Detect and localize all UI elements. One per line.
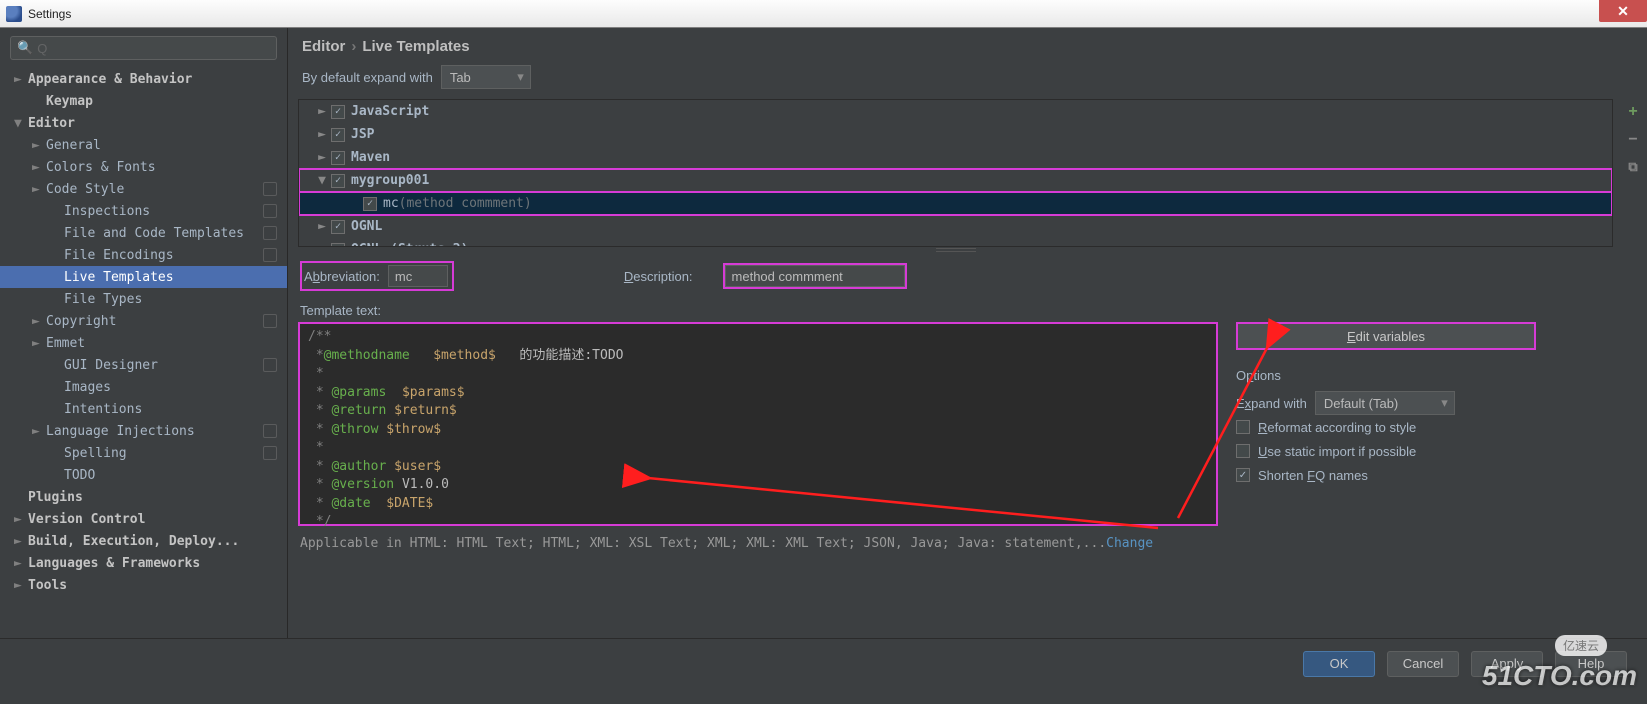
dialog-footer: OK Cancel Apply Help — [0, 638, 1647, 688]
checkbox[interactable]: ✓ — [331, 174, 345, 188]
template-group-maven[interactable]: ►✓Maven — [299, 146, 1612, 169]
copy-template-button[interactable]: ⧉ — [1628, 159, 1637, 175]
template-group-mc[interactable]: ✓mc (method commment) — [299, 192, 1612, 215]
sidebar-item-keymap[interactable]: Keymap — [0, 90, 287, 112]
sidebar-item-file-and-code-templates[interactable]: File and Code Templates — [0, 222, 287, 244]
checkbox[interactable]: ✓ — [331, 105, 345, 119]
checkbox[interactable]: ✓ — [331, 220, 345, 234]
sidebar-item-tools[interactable]: ►Tools — [0, 574, 287, 596]
checkbox[interactable]: ✓ — [331, 128, 345, 142]
expand-with-select[interactable]: Tab — [441, 65, 531, 89]
option-shorten-fq-names[interactable]: ✓Shorten FQ names — [1236, 463, 1536, 487]
checkbox[interactable]: ✓ — [331, 151, 345, 165]
settings-tree[interactable]: ►Appearance & BehaviorKeymap▼Editor►Gene… — [0, 66, 287, 638]
options-title: Options — [1236, 368, 1536, 383]
expand-with-option-select[interactable]: Default (Tab) — [1315, 391, 1455, 415]
sidebar-item-language-injections[interactable]: ►Language Injections — [0, 420, 287, 442]
template-toolbar: + − ⧉ — [1619, 99, 1647, 638]
applicable-contexts: Applicable in HTML: HTML Text; HTML; XML… — [298, 526, 1218, 555]
sidebar-item-gui-designer[interactable]: GUI Designer — [0, 354, 287, 376]
sidebar-item-file-encodings[interactable]: File Encodings — [0, 244, 287, 266]
sidebar-item-todo[interactable]: TODO — [0, 464, 287, 486]
cancel-button[interactable]: Cancel — [1387, 651, 1459, 677]
sidebar-item-general[interactable]: ►General — [0, 134, 287, 156]
template-group-mygroup001[interactable]: ▼✓mygroup001 — [299, 169, 1612, 192]
option-use-static-import-if-possible[interactable]: Use static import if possible — [1236, 439, 1536, 463]
project-config-icon — [263, 358, 277, 372]
remove-template-button[interactable]: − — [1628, 131, 1637, 149]
sidebar-item-version-control[interactable]: ►Version Control — [0, 508, 287, 530]
sidebar-item-plugins[interactable]: Plugins — [0, 486, 287, 508]
ok-button[interactable]: OK — [1303, 651, 1375, 677]
sidebar-item-editor[interactable]: ▼Editor — [0, 112, 287, 134]
option-reformat-according-to-style[interactable]: Reformat according to style — [1236, 415, 1536, 439]
settings-main: Editor›Live Templates By default expand … — [288, 28, 1647, 638]
template-text-label: Template text: — [298, 295, 1613, 322]
sidebar-item-emmet[interactable]: ►Emmet — [0, 332, 287, 354]
sidebar-item-live-templates[interactable]: Live Templates — [0, 266, 287, 288]
sidebar-item-file-types[interactable]: File Types — [0, 288, 287, 310]
template-group-javascript[interactable]: ►✓JavaScript — [299, 100, 1612, 123]
description-input[interactable]: method commment — [725, 265, 905, 287]
expand-with-row: Expand with Default (Tab) — [1236, 391, 1536, 415]
app-icon — [6, 6, 22, 22]
project-config-icon — [263, 446, 277, 460]
project-config-icon — [263, 204, 277, 218]
description-label: Description: — [624, 269, 693, 284]
sidebar-item-intentions[interactable]: Intentions — [0, 398, 287, 420]
settings-sidebar: 🔍 Q ►Appearance & BehaviorKeymap▼Editor►… — [0, 28, 288, 638]
template-group-ognl[interactable]: ►✓OGNL — [299, 215, 1612, 238]
template-group-jsp[interactable]: ►✓JSP — [299, 123, 1612, 146]
project-config-icon — [263, 226, 277, 240]
project-config-icon — [263, 182, 277, 196]
sidebar-item-images[interactable]: Images — [0, 376, 287, 398]
sidebar-item-colors-fonts[interactable]: ►Colors & Fonts — [0, 156, 287, 178]
search-input[interactable]: 🔍 Q — [10, 36, 277, 60]
abbreviation-label: Abbreviation: — [304, 269, 380, 284]
sidebar-item-spelling[interactable]: Spelling — [0, 442, 287, 464]
abbreviation-input[interactable]: mc — [388, 265, 448, 287]
project-config-icon — [263, 314, 277, 328]
template-group-ognl-struts-2-[interactable]: ►✓OGNL (Struts 2) — [299, 238, 1612, 247]
watermark-small: 亿速云 — [1555, 635, 1607, 656]
sidebar-item-languages-frameworks[interactable]: ►Languages & Frameworks — [0, 552, 287, 574]
template-text-editor[interactable]: /** *@methodname $method$ 的功能描述:TODO * *… — [298, 322, 1218, 526]
sidebar-item-code-style[interactable]: ►Code Style — [0, 178, 287, 200]
checkbox[interactable]: ✓ — [363, 197, 377, 211]
breadcrumb: Editor›Live Templates — [288, 28, 1647, 61]
sidebar-item-build-execution-deploy-[interactable]: ►Build, Execution, Deploy... — [0, 530, 287, 552]
window-title: Settings — [28, 7, 71, 21]
sidebar-item-appearance-behavior[interactable]: ►Appearance & Behavior — [0, 68, 287, 90]
sidebar-item-inspections[interactable]: Inspections — [0, 200, 287, 222]
sidebar-item-copyright[interactable]: ►Copyright — [0, 310, 287, 332]
abbreviation-field-group: Abbreviation: mc — [300, 261, 454, 291]
change-contexts-link[interactable]: Change — [1106, 536, 1153, 551]
add-template-button[interactable]: + — [1628, 103, 1637, 121]
close-button[interactable]: ✕ — [1599, 0, 1647, 22]
template-group-list[interactable]: ►✓JavaScript►✓JSP►✓Maven▼✓mygroup001✓mc … — [298, 99, 1613, 247]
expand-with-label: By default expand with — [302, 70, 433, 85]
project-config-icon — [263, 424, 277, 438]
edit-variables-button[interactable]: Edit variables — [1236, 322, 1536, 350]
search-icon: 🔍 — [17, 40, 33, 56]
watermark: 51CTO.com — [1482, 660, 1637, 692]
project-config-icon — [263, 248, 277, 262]
titlebar: Settings ✕ — [0, 0, 1647, 28]
